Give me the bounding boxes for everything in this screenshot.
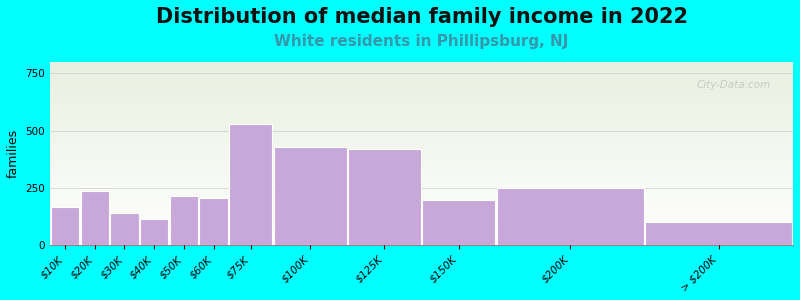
Bar — [51, 207, 79, 245]
Bar — [81, 191, 109, 245]
Bar — [274, 146, 346, 245]
Bar — [348, 149, 421, 245]
Bar — [170, 196, 198, 245]
Text: City-Data.com: City-Data.com — [697, 80, 770, 90]
Text: White residents in Phillipsburg, NJ: White residents in Phillipsburg, NJ — [274, 34, 569, 49]
Title: Distribution of median family income in 2022: Distribution of median family income in … — [155, 7, 687, 27]
Y-axis label: families: families — [7, 129, 20, 178]
Bar — [229, 124, 272, 245]
Bar — [422, 200, 495, 245]
Bar — [199, 198, 228, 245]
Bar — [646, 222, 792, 245]
Bar — [110, 213, 138, 245]
Bar — [140, 219, 168, 245]
Bar — [497, 188, 644, 245]
